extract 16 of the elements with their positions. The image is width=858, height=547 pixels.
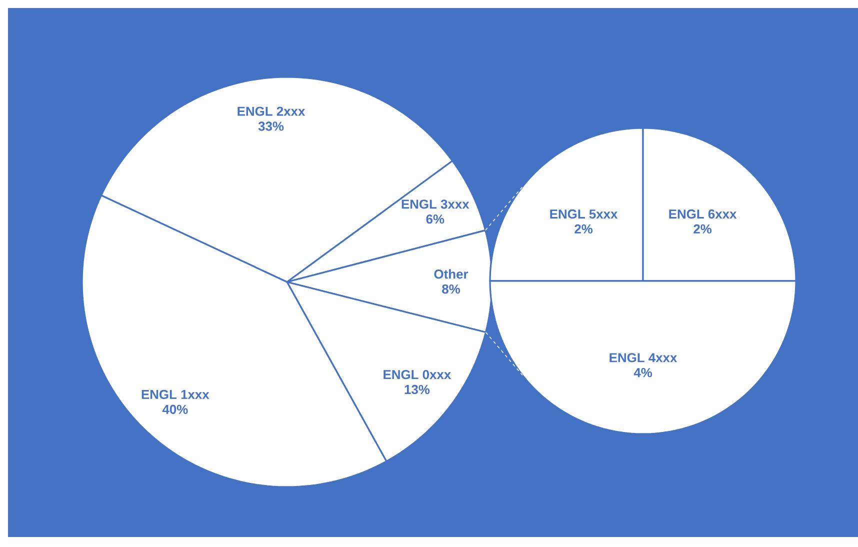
slice-label: ENGL 2xxx <box>238 106 306 116</box>
slice-label: ENGL 4xxx <box>610 353 678 362</box>
slice-label: ENGL 5xxx <box>550 209 618 219</box>
data-label: 8% <box>442 284 460 294</box>
slice-label: ENGL 0xxx <box>384 370 452 380</box>
data-label: 40% <box>162 404 188 414</box>
data-label: 4% <box>634 368 652 378</box>
data-label: 2% <box>574 224 593 234</box>
slice-label: Other <box>434 269 468 279</box>
slice-label: ENGL 6xxx <box>669 209 737 219</box>
data-label: 33% <box>258 122 284 131</box>
data-label: 6% <box>426 214 444 224</box>
data-label: 13% <box>404 384 430 394</box>
data-label: 2% <box>694 224 712 234</box>
slice-label: ENGL 3xxx <box>402 200 470 209</box>
slice-label: ENGL 1xxx <box>142 390 210 400</box>
